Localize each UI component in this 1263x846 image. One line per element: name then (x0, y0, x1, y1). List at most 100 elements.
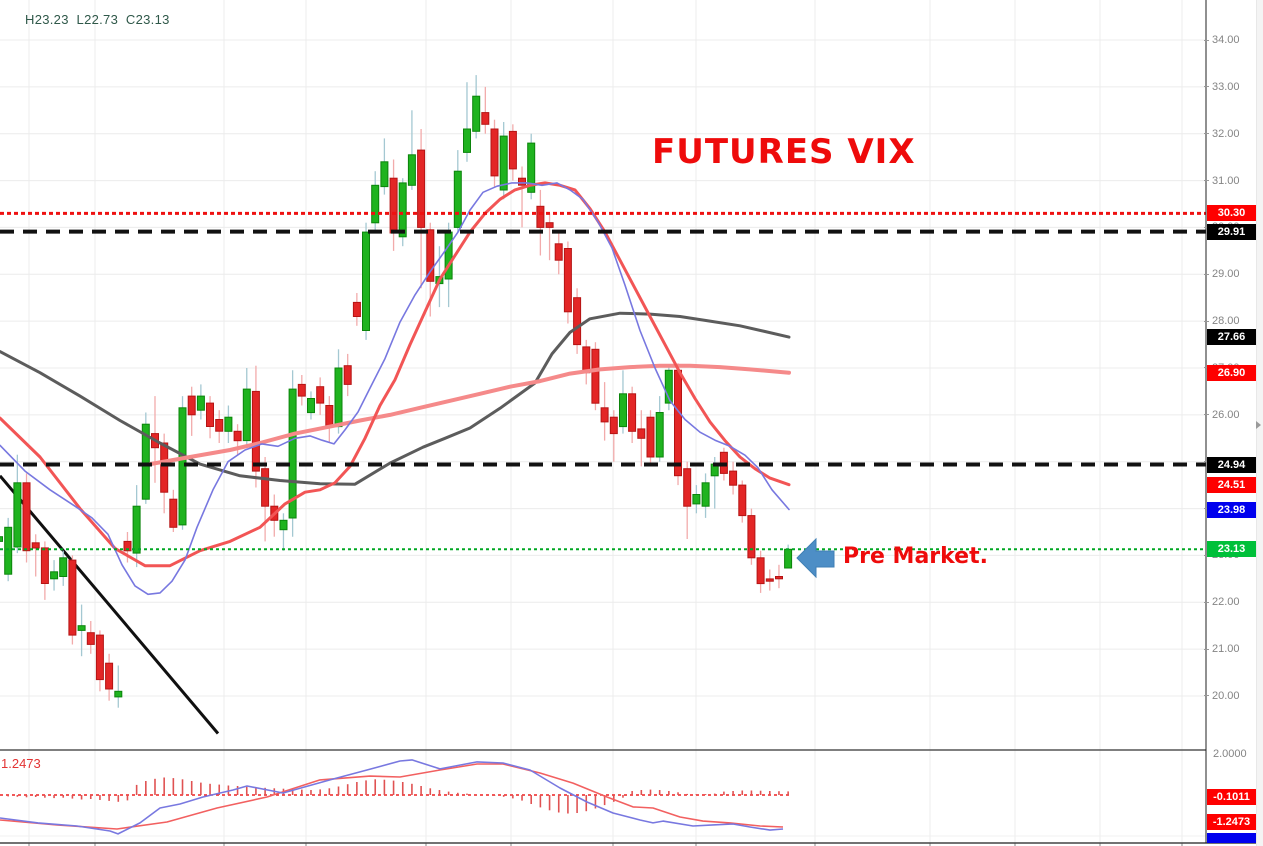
candle (664, 369, 673, 404)
candle (307, 398, 315, 414)
candle (683, 468, 692, 507)
price-axis-tick (1204, 601, 1209, 603)
candle (77, 625, 86, 631)
macd-line (0, 759, 784, 835)
candle (334, 367, 343, 428)
candle (215, 419, 224, 432)
candle (297, 383, 306, 397)
price-badge: 29.91 (1207, 223, 1256, 240)
macd-axis-top-label: 2.0000 (1213, 748, 1247, 760)
price-axis-label: 33.00 (1212, 80, 1240, 93)
candle (325, 405, 334, 428)
candle (600, 407, 609, 423)
candle (591, 348, 600, 404)
candle (352, 301, 361, 317)
candle (508, 130, 517, 170)
price-axis-tick (1204, 508, 1209, 510)
candle (160, 442, 169, 493)
candle (86, 632, 95, 645)
macd-badge: -0.1011 (1207, 789, 1256, 805)
ohlc-readout: H23.23 L22.73 C23.13 (25, 12, 170, 27)
candle (619, 393, 627, 428)
price-axis-tick (1204, 648, 1209, 650)
chart-title-annotation: FUTURES VIX (652, 132, 916, 172)
price-axis-label: 31.00 (1212, 174, 1240, 187)
price-axis-tick (1204, 554, 1209, 556)
trendline[interactable] (0, 474, 220, 735)
candle (563, 248, 572, 313)
candle (261, 468, 270, 507)
axis-scroll-arrow-icon[interactable] (1256, 421, 1261, 429)
candle (40, 547, 49, 585)
candle (518, 177, 526, 186)
candle (251, 390, 260, 472)
price-axis-tick (1204, 414, 1209, 416)
premarket-annotation: Pre Market. (843, 544, 988, 569)
candle (609, 416, 618, 435)
candle (279, 519, 288, 531)
candle (481, 112, 490, 125)
premarket-arrow-icon[interactable] (796, 537, 835, 579)
price-axis-label: 28.00 (1212, 315, 1240, 328)
candle (169, 498, 178, 528)
candle (784, 548, 793, 569)
candle (463, 128, 471, 153)
candle (775, 576, 783, 580)
candle (0, 536, 3, 542)
candle (490, 128, 499, 177)
candle (628, 393, 637, 432)
candle (637, 428, 646, 439)
price-axis-label: 32.00 (1212, 127, 1240, 140)
candle (756, 557, 765, 585)
candle (380, 161, 389, 188)
candle (95, 634, 104, 681)
ma-fast-blue (0, 182, 790, 596)
price-axis-tick (1204, 180, 1209, 182)
candle (765, 578, 774, 582)
price-axis-label: 22.00 (1212, 596, 1240, 609)
candle (31, 542, 40, 549)
candle (573, 297, 582, 346)
price-axis-label: 20.00 (1212, 689, 1240, 702)
candle (105, 662, 114, 690)
candle (692, 494, 701, 505)
candle (362, 231, 370, 332)
candle (123, 540, 132, 552)
candle (655, 412, 664, 458)
candle (701, 482, 710, 507)
candle (499, 135, 508, 191)
candle (233, 430, 242, 442)
candle (13, 482, 22, 548)
ma-gray (0, 311, 791, 486)
price-axis-tick (1204, 133, 1209, 135)
candle (59, 557, 68, 577)
candle (371, 184, 380, 224)
price-axis-label: 34.00 (1212, 34, 1240, 46)
price-axis-tick (1204, 39, 1209, 41)
candle (646, 416, 655, 458)
macd-badge: -1.2473 (1207, 814, 1256, 830)
price-badge: 30.30 (1207, 205, 1256, 222)
candle (141, 423, 150, 500)
candle (114, 690, 123, 698)
price-axis-label: 26.00 (1212, 408, 1240, 421)
candle (132, 505, 141, 554)
signal-line (0, 763, 784, 830)
candle (187, 395, 196, 416)
price-axis-label: 21.00 (1212, 643, 1240, 656)
candle (738, 484, 747, 517)
price-badge: 24.51 (1207, 476, 1256, 493)
candle (536, 205, 545, 228)
candle (472, 95, 481, 132)
price-axis-tick (1204, 226, 1209, 228)
candle (242, 388, 251, 442)
price-badge: 26.90 (1207, 364, 1256, 381)
price-badge: 23.98 (1207, 501, 1256, 518)
candle (426, 229, 435, 282)
candle (206, 402, 214, 428)
candle (288, 388, 297, 519)
macd-badge-partial (1207, 833, 1256, 843)
candle (343, 365, 352, 385)
